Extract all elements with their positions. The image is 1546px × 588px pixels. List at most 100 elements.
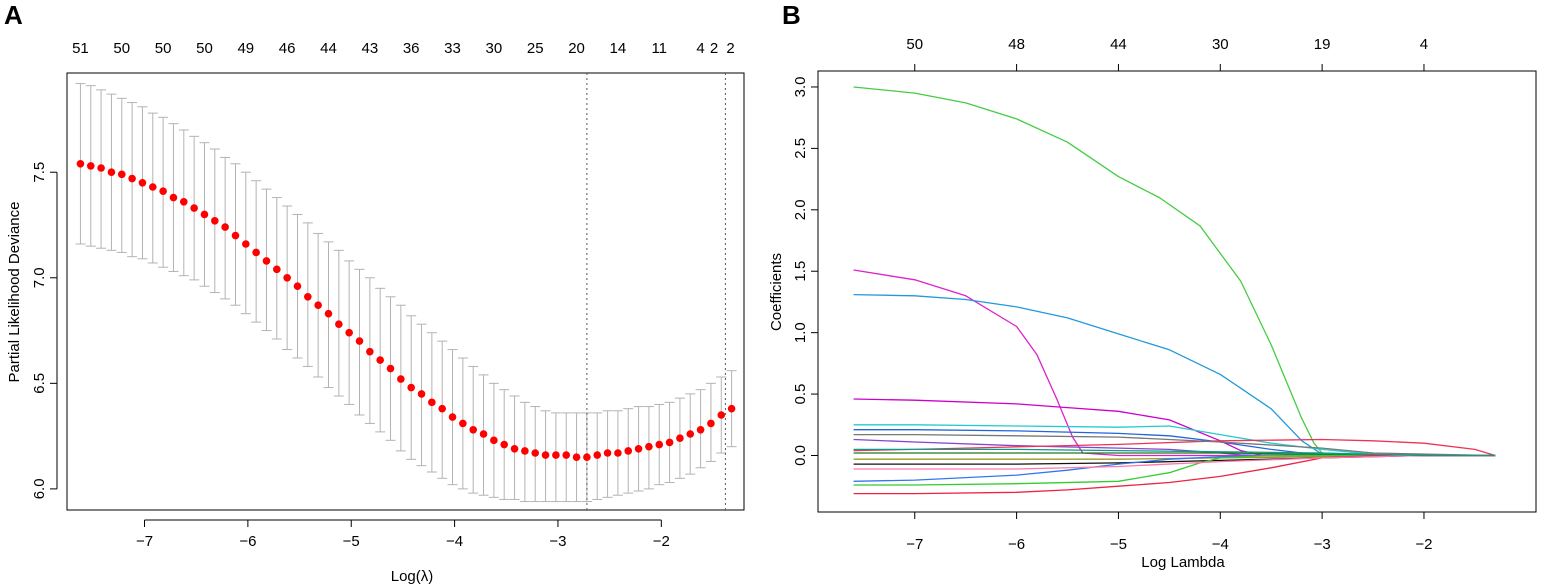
- deviance-point: [128, 174, 136, 183]
- deviance-point: [386, 364, 395, 373]
- deviance-point: [686, 430, 695, 438]
- deviance-point: [355, 337, 364, 345]
- top-count-label: 30: [486, 40, 503, 57]
- deviance-point: [304, 292, 312, 301]
- deviance-point: [696, 425, 705, 434]
- coef-path-green-neg: [853, 454, 1496, 486]
- panel-b: B −7 −6 −5 −4 −3 −2 0.0 0.5 1.0 1.5 2.0 2.5 3.0 50 4…: [768, 0, 1537, 571]
- deviance-point: [727, 404, 736, 413]
- top-count-label: 49: [237, 40, 254, 57]
- top-count-label: 4: [696, 40, 704, 57]
- top-count-label: 25: [527, 40, 544, 57]
- top-count-label: 11: [651, 40, 667, 57]
- top-count-label: 20: [568, 40, 585, 57]
- panel-a-top-axis: 51 50 50 50 49 46 44 43 36 33 30 25 20 14 11 4 22: [72, 40, 735, 57]
- deviance-point: [593, 451, 602, 459]
- deviance-point: [376, 356, 384, 364]
- y-tick-label: 2.0: [792, 199, 809, 220]
- deviance-point: [583, 453, 591, 462]
- deviance-point: [138, 178, 147, 187]
- y-tick-label: 0.0: [792, 445, 809, 466]
- deviance-point: [665, 438, 674, 447]
- deviance-point: [117, 170, 126, 179]
- panel-a-x-label: Log(λ): [391, 568, 434, 585]
- coef-path-pink-small: [853, 454, 1496, 470]
- deviance-point: [552, 451, 560, 459]
- x-tick-label: −4: [1212, 536, 1229, 553]
- deviance-point: [562, 451, 571, 459]
- x-tick-label: −7: [136, 533, 153, 550]
- deviance-point: [614, 449, 622, 457]
- deviance-point: [717, 411, 726, 419]
- deviance-point: [634, 444, 643, 453]
- x-tick-label: −6: [239, 533, 256, 550]
- deviance-point: [417, 390, 426, 398]
- panel-b-x-axis: −7 −6 −5 −4 −3 −2: [906, 511, 1433, 553]
- deviance-point: [159, 187, 167, 196]
- deviance-point: [324, 309, 333, 318]
- top-count-label: 46: [279, 40, 296, 57]
- top-count-label: 2: [726, 40, 734, 57]
- deviance-point: [97, 164, 105, 172]
- deviance-point: [200, 210, 209, 219]
- top-count-label: 43: [361, 40, 378, 57]
- deviance-point: [169, 193, 178, 202]
- deviance-point: [314, 301, 322, 310]
- panel-b-coefficient-paths: [853, 86, 1496, 495]
- panel-a: A −7 −6 −5 −4 −3 −2 6.06.57.07.5 51 50 50 50 49 46…: [4, 0, 745, 585]
- x-tick-label: −3: [549, 533, 566, 550]
- coef-path-magenta-large: [853, 269, 1496, 457]
- deviance-point: [190, 204, 198, 212]
- y-tick-label: 6.0: [31, 478, 48, 499]
- coef-path-blue-large: [853, 293, 1496, 457]
- top-count-label: 44: [1110, 36, 1127, 53]
- panel-b-plot-frame: [817, 70, 1537, 513]
- x-tick-label: −3: [1314, 536, 1331, 553]
- coef-path-red-positive: [853, 438, 1496, 457]
- top-count-label: 50: [155, 40, 172, 57]
- deviance-point: [531, 449, 540, 457]
- panel-b-top-axis: 50 48 44 30 19 4: [906, 36, 1428, 71]
- panel-b-label: B: [782, 0, 801, 30]
- deviance-point: [707, 419, 715, 428]
- deviance-point: [655, 440, 664, 449]
- coef-path-teal-small: [853, 448, 1496, 457]
- top-count-label: 33: [444, 40, 461, 57]
- deviance-point: [645, 442, 653, 451]
- deviance-point: [521, 447, 529, 455]
- deviance-point: [510, 444, 519, 453]
- top-count-label: 4: [1420, 36, 1428, 53]
- deviance-point: [345, 328, 353, 337]
- deviance-point: [624, 447, 633, 455]
- y-tick-label: 6.5: [31, 373, 48, 394]
- deviance-point: [293, 282, 302, 291]
- top-count-label: 19: [1314, 36, 1331, 53]
- deviance-point: [438, 404, 446, 413]
- deviance-point: [428, 398, 436, 407]
- x-tick-label: −2: [653, 533, 670, 550]
- panel-a-points: [76, 159, 736, 462]
- x-tick-label: −6: [1008, 536, 1025, 553]
- deviance-point: [179, 197, 188, 206]
- deviance-point: [283, 273, 291, 282]
- deviance-point: [76, 159, 85, 168]
- deviance-point: [335, 320, 343, 329]
- deviance-point: [603, 449, 612, 457]
- x-tick-label: −5: [1110, 536, 1127, 553]
- top-count-label: 14: [610, 40, 627, 57]
- top-count-label: 30: [1212, 36, 1229, 53]
- deviance-point: [448, 413, 457, 421]
- deviance-point: [242, 240, 250, 248]
- y-tick-label: 7.5: [31, 162, 48, 183]
- deviance-point: [407, 383, 415, 392]
- top-count-label: 51: [72, 40, 89, 57]
- deviance-point: [262, 257, 271, 265]
- panel-a-errorbars: [75, 83, 737, 503]
- deviance-point: [459, 419, 467, 428]
- panel-b-x-label: Log Lambda: [1141, 554, 1225, 571]
- panel-b-y-axis: 0.0 0.5 1.0 1.5 2.0 2.5 3.0: [792, 77, 818, 466]
- panel-a-x-axis: −7 −6 −5 −4 −3 −2: [136, 519, 670, 550]
- deviance-point: [86, 162, 95, 170]
- deviance-point: [211, 216, 219, 225]
